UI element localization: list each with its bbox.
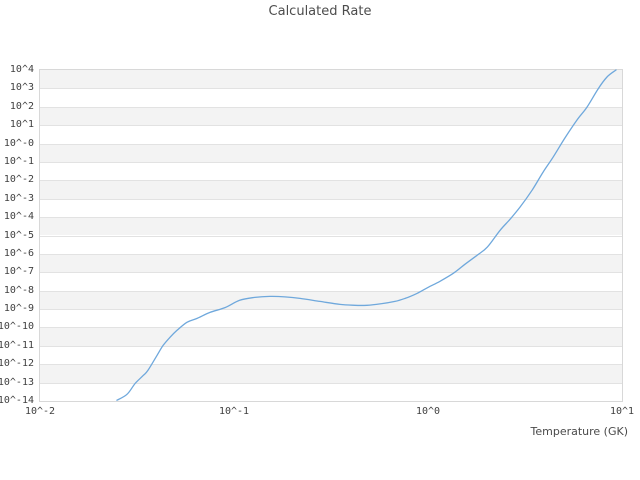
x-tick-label: 10^-2 (24, 406, 56, 417)
decade-band (40, 217, 622, 236)
y-tick-label: 10^-12 (0, 358, 34, 370)
y-gridline (40, 198, 622, 200)
x-tick-label: 10^0 (415, 406, 441, 417)
curve-layer (116, 69, 617, 401)
y-tick-label: 10^-5 (3, 229, 34, 241)
y-tick-label: 10^-11 (0, 339, 34, 351)
y-tick-label: 10^1 (9, 119, 34, 131)
x-tick-label: 10^-1 (218, 406, 250, 417)
chart-title: Calculated Rate (268, 4, 372, 19)
y-tick-label: 10^3 (9, 82, 34, 94)
y-tick-label: 10^-9 (3, 303, 34, 315)
y-gridline (40, 88, 622, 90)
decade-band (40, 106, 622, 126)
y-tick-label: 10^-13 (0, 376, 34, 388)
y-tick-label: 10^-14 (0, 395, 34, 406)
y-tick-label: 10^-0 (3, 137, 34, 149)
y-gridline (40, 382, 622, 384)
decade-band (40, 198, 622, 218)
decade-band (40, 143, 622, 162)
decade-band (40, 290, 622, 310)
decade-band (40, 125, 622, 144)
x-axis-title: Temperature (GK) (530, 425, 629, 438)
y-gridline (40, 309, 622, 311)
decade-band (40, 345, 622, 365)
y-gridline (40, 327, 622, 329)
y-gridline (40, 180, 622, 182)
decade-band (40, 327, 622, 346)
y-tick-label: 10^-8 (3, 284, 34, 296)
decade-band (40, 364, 622, 383)
y-tick-label: 10^-2 (3, 174, 34, 186)
y-gridline (40, 253, 622, 255)
y-tick-label: 10^2 (9, 100, 34, 112)
decade-band (40, 180, 622, 199)
decade-band (40, 272, 622, 291)
y-gridline (40, 217, 622, 219)
y-gridline (40, 272, 622, 274)
y-gridline (40, 143, 622, 145)
decade-band (40, 382, 622, 401)
y-tick-label: 10^-10 (0, 321, 34, 333)
y-gridline (40, 235, 622, 237)
y-tick-label: 10^-1 (3, 155, 34, 167)
y-tick-label: 10^-6 (3, 247, 34, 259)
y-tick-label: 10^4 (9, 64, 34, 75)
y-tick-label: 10^-3 (3, 192, 34, 204)
y-gridline (40, 345, 622, 347)
decade-band (40, 70, 622, 89)
y-gridline (40, 364, 622, 366)
rate-curve (116, 69, 617, 401)
y-gridline (40, 106, 622, 108)
plot-area (39, 69, 623, 402)
y-tick-label: 10^-4 (3, 211, 34, 223)
y-tick-label: 10^-7 (3, 266, 34, 278)
y-gridline (40, 125, 622, 127)
decade-band (40, 161, 622, 181)
decade-band (40, 235, 622, 254)
x-tick-label: 10^1 (609, 406, 635, 417)
y-gridline (40, 161, 622, 163)
y-gridline (40, 290, 622, 292)
decade-band (40, 253, 622, 273)
decade-band (40, 88, 622, 107)
